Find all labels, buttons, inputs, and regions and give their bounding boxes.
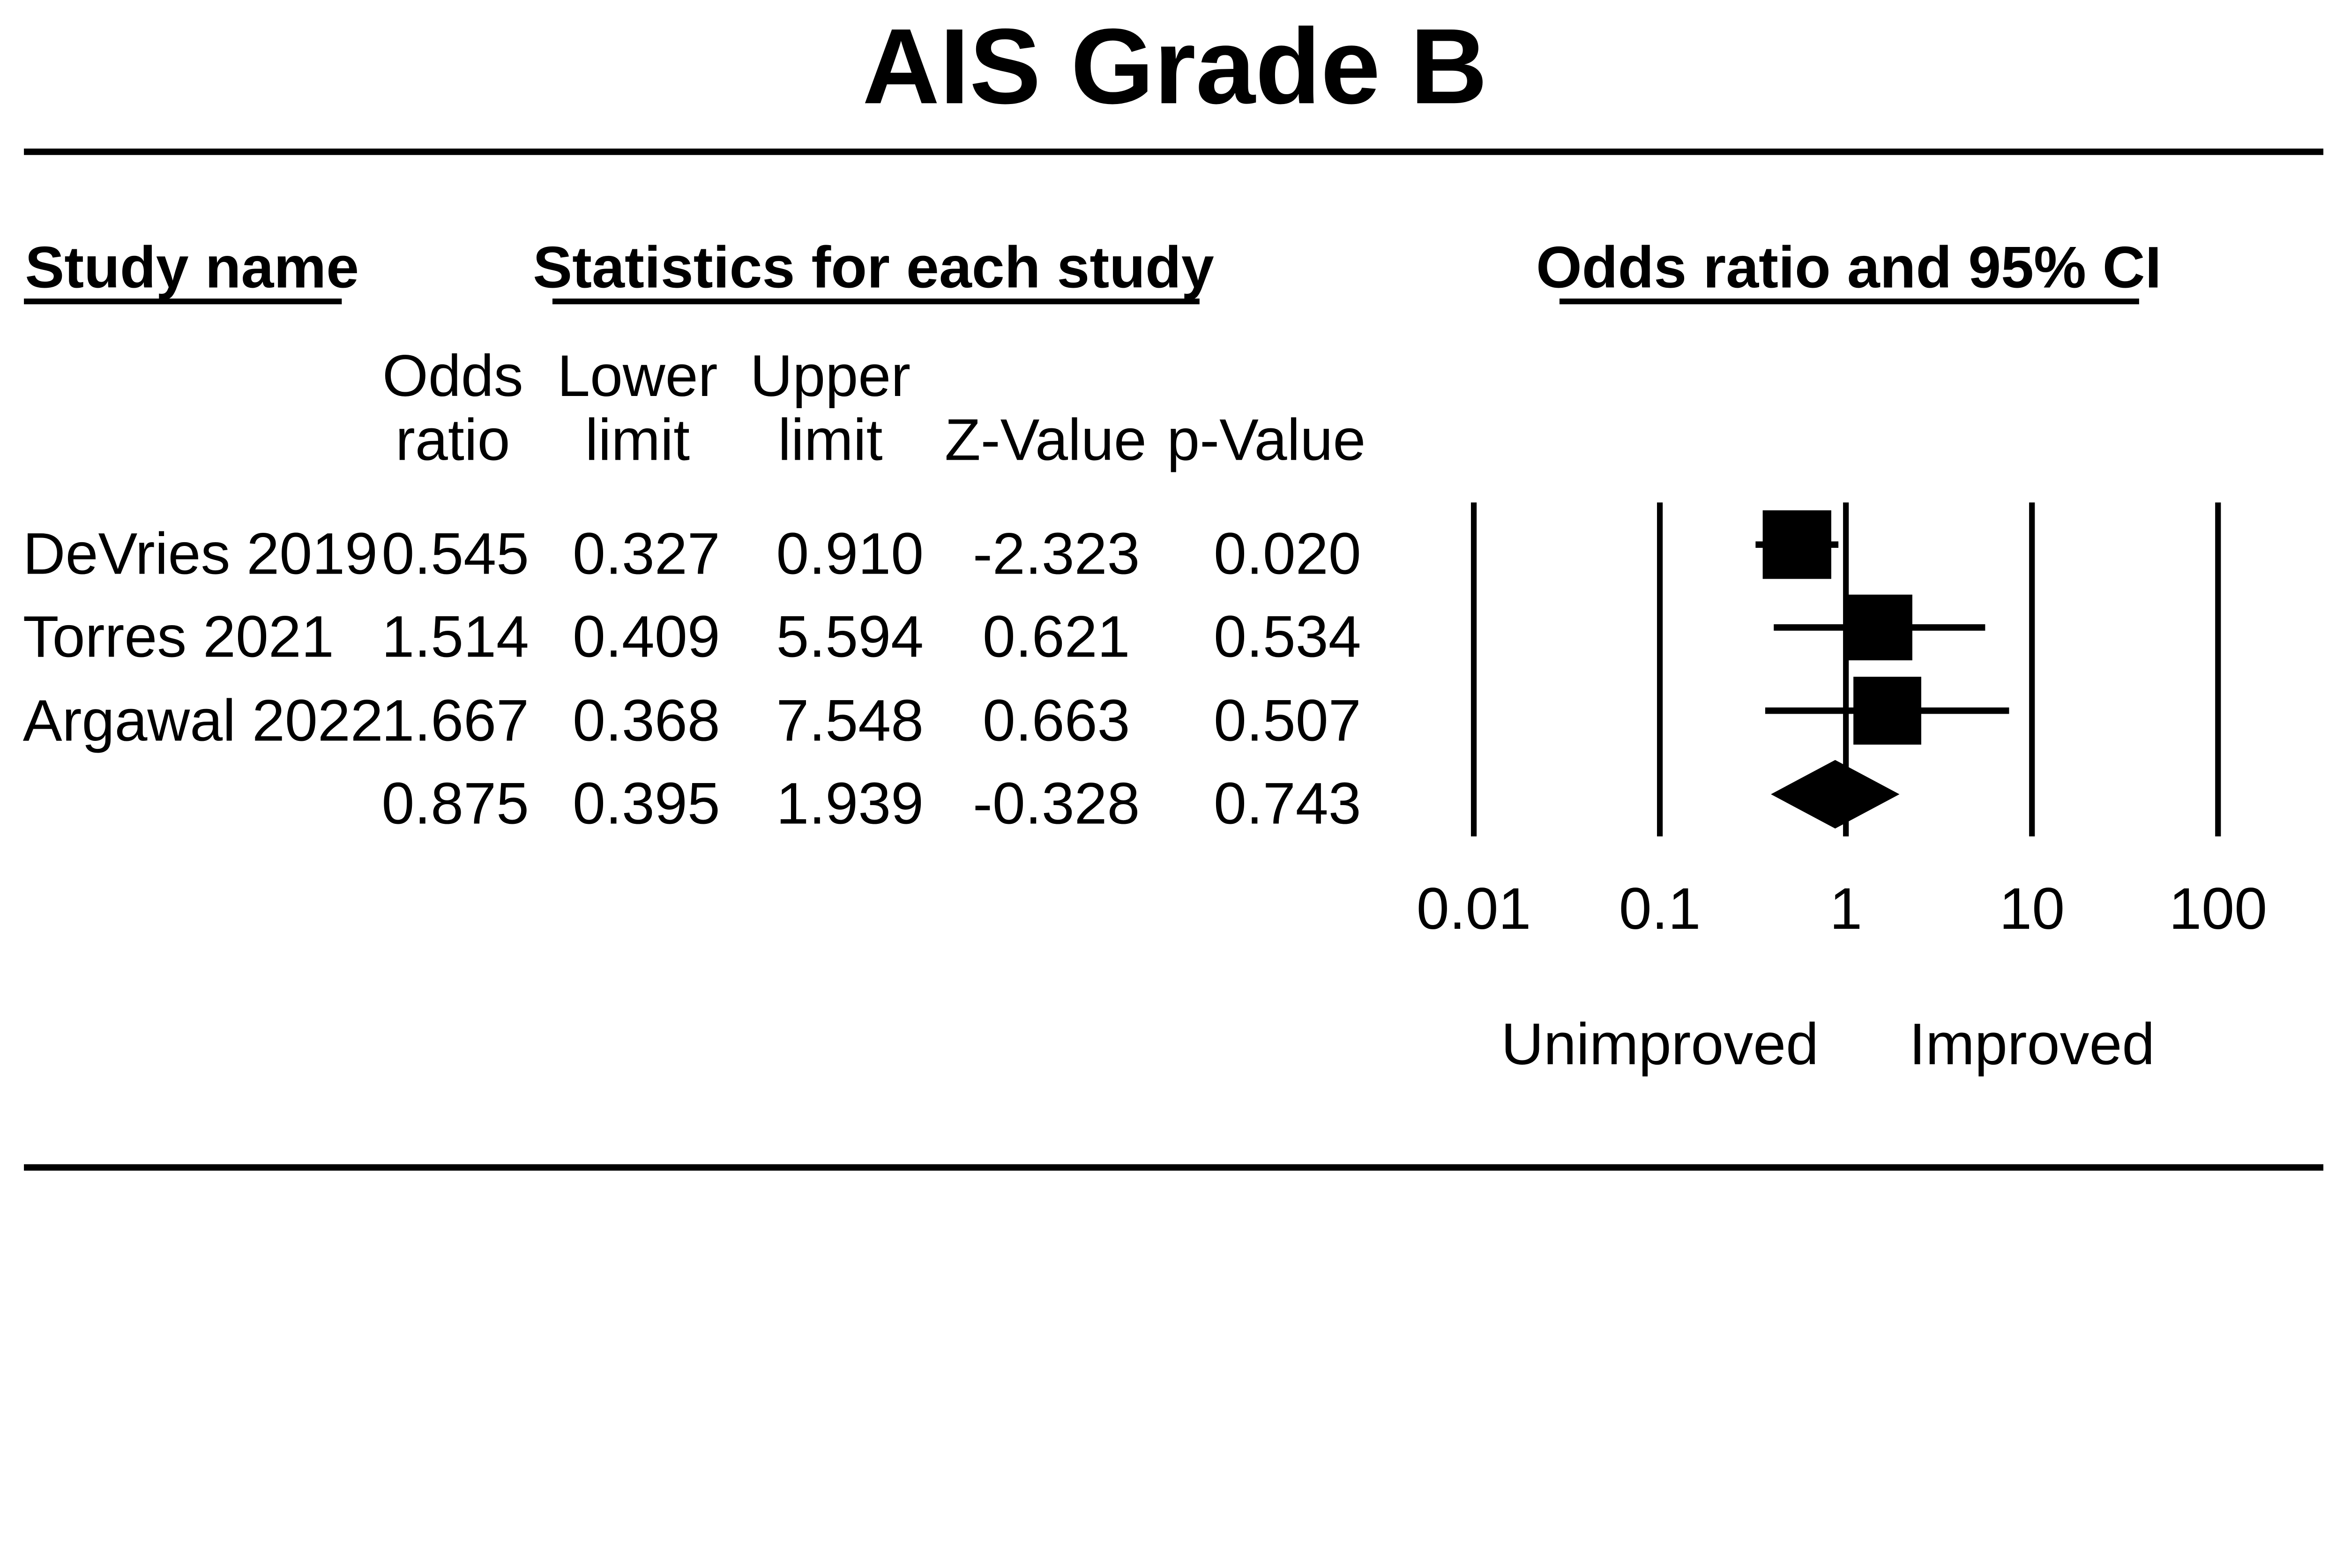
col-header-ratio: ratio — [395, 407, 510, 473]
table-cell-odds_ratio: 1.514 — [381, 603, 529, 670]
table-cell-odds_ratio: 1.667 — [381, 687, 529, 754]
header-statistics: Statistics for each study — [533, 234, 1214, 300]
header-study-underline — [24, 299, 342, 305]
axis-gridline — [1471, 502, 1477, 836]
table-cell-lower_limit: 0.395 — [573, 770, 720, 836]
bottom-rule — [24, 1164, 2324, 1171]
col-header-upper-limit: limit — [778, 407, 883, 473]
odds-ratio-square — [1853, 677, 1921, 745]
col-header-lower: Lower — [557, 343, 718, 409]
axis-gridline — [1843, 502, 1849, 836]
table-cell-upper_limit: 7.548 — [776, 687, 924, 754]
table-cell-z_value: 0.621 — [982, 603, 1130, 670]
axis-tick-label: 0.01 — [1416, 875, 1531, 941]
table-cell-z_value: -2.323 — [972, 521, 1140, 587]
table-cell-odds_ratio: 0.875 — [381, 770, 529, 836]
table-row-study-name: Argawal 2022 — [22, 687, 383, 754]
forest-plot-figure: AIS Grade B Study name Statistics for ea… — [22, 6, 2324, 1171]
odds-ratio-square — [1846, 594, 1912, 661]
axis-tick-label: 10 — [1999, 875, 2065, 941]
summary-diamond — [1771, 760, 1900, 829]
table-cell-z_value: -0.328 — [972, 770, 1140, 836]
figure-title: AIS Grade B — [862, 6, 1488, 127]
table-row-study-name: Torres 2021 — [22, 603, 334, 670]
table-cell-p_value: 0.020 — [1213, 521, 1361, 587]
axis-tick-label: 1 — [1829, 875, 1863, 941]
axis-tick-label: 100 — [2169, 875, 2268, 941]
table-cell-p_value: 0.743 — [1213, 770, 1361, 836]
odds-ratio-square — [1762, 510, 1831, 579]
header-odds-ratio-ci: Odds ratio and 95% CI — [1536, 234, 2162, 300]
summary-diamond-shape — [1771, 760, 1900, 829]
axis-gridline — [1657, 502, 1663, 836]
table-cell-p_value: 0.534 — [1213, 603, 1361, 670]
col-header-lower-limit: limit — [585, 407, 690, 473]
axis-gridline — [2215, 502, 2221, 836]
table-cell-lower_limit: 0.409 — [573, 603, 720, 670]
header-study-name: Study name — [25, 234, 359, 300]
col-header-z-value: Z-Value — [944, 407, 1147, 473]
axis-gridline — [2029, 502, 2035, 836]
table-cell-upper_limit: 1.939 — [776, 770, 924, 836]
axis-label-improved: Improved — [1909, 1011, 2155, 1077]
table-cell-lower_limit: 0.368 — [573, 687, 720, 754]
col-header-odds: Odds — [382, 343, 523, 409]
table-cell-lower_limit: 0.327 — [573, 521, 720, 587]
table-row-study-name: DeVries 2019 — [22, 521, 378, 587]
table-cell-upper_limit: 5.594 — [776, 603, 924, 670]
table-cell-z_value: 0.663 — [982, 687, 1130, 754]
axis-label-unimproved: Unimproved — [1501, 1011, 1819, 1077]
header-odds-ratio-ci-underline — [1559, 299, 2139, 305]
col-header-upper: Upper — [750, 343, 911, 409]
top-rule — [24, 149, 2324, 155]
col-header-p-value: p-Value — [1167, 407, 1366, 473]
table-cell-odds_ratio: 0.545 — [381, 521, 529, 587]
axis-tick-label: 0.1 — [1619, 875, 1701, 941]
table-cell-p_value: 0.507 — [1213, 687, 1361, 754]
table-cell-upper_limit: 0.910 — [776, 521, 924, 587]
header-statistics-underline — [552, 299, 1200, 305]
